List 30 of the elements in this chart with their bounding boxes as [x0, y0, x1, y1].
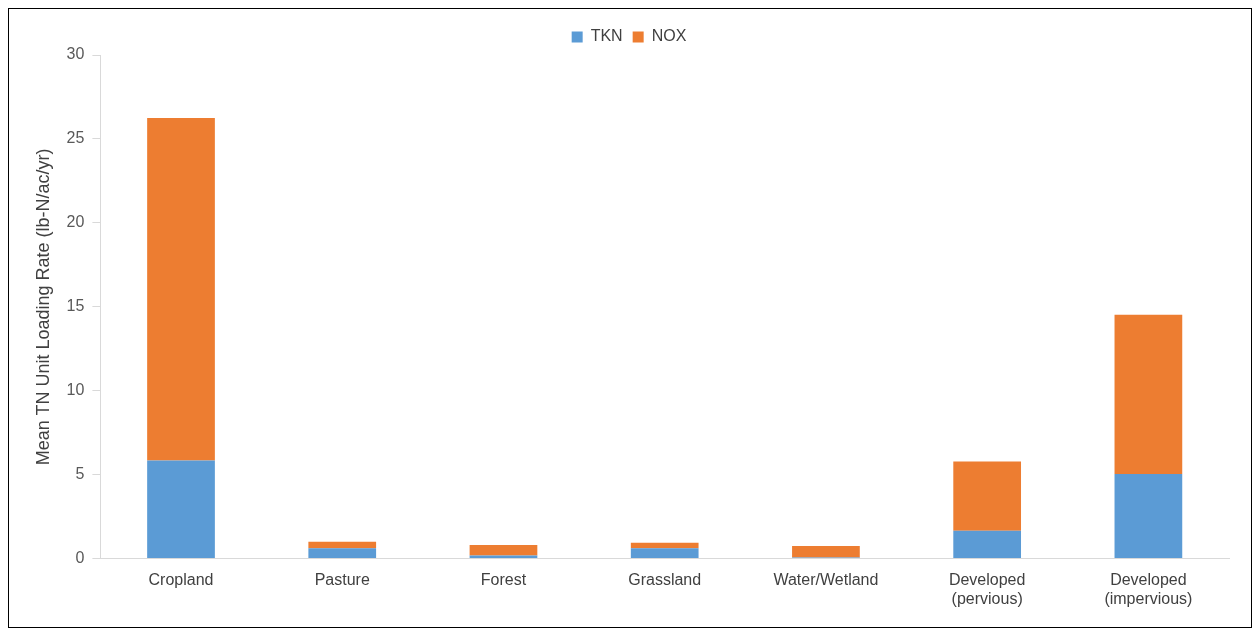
- bar: [469, 545, 538, 556]
- x-tick-label: Water/Wetland: [773, 570, 879, 588]
- bar: [792, 546, 860, 558]
- bar: [1114, 474, 1183, 559]
- x-tick-label: Pasture: [314, 570, 370, 588]
- bar: [630, 548, 699, 559]
- y-tick-label: 20: [66, 213, 85, 231]
- bar: [953, 530, 1022, 559]
- y-tick-label: 30: [66, 45, 85, 63]
- x-tick-label: Forest: [480, 570, 527, 588]
- x-tick-label: Grassland: [628, 570, 702, 588]
- y-tick-label: 15: [66, 297, 85, 315]
- legend-label: TKN: [590, 27, 623, 45]
- bar: [953, 461, 1022, 531]
- bar: [1114, 314, 1183, 474]
- y-tick-label: 0: [75, 549, 85, 567]
- bar: [308, 548, 377, 559]
- bar: [147, 117, 215, 461]
- x-tick-label: Cropland: [148, 570, 214, 588]
- y-tick-label: 25: [66, 129, 85, 147]
- x-tick-label: Developed (impervious): [1104, 570, 1193, 607]
- y-tick-label: 5: [75, 465, 85, 483]
- y-tick-label: 10: [66, 381, 85, 399]
- bar: [469, 555, 538, 559]
- legend-label: NOX: [651, 27, 687, 45]
- bar: [308, 541, 377, 549]
- bar: [147, 460, 215, 559]
- y-axis-title: Mean TN Unit Loading Rate (lb-N/ac/yr): [32, 148, 53, 466]
- bar: [630, 542, 699, 549]
- x-tick-label: Developed (pervious): [948, 570, 1026, 607]
